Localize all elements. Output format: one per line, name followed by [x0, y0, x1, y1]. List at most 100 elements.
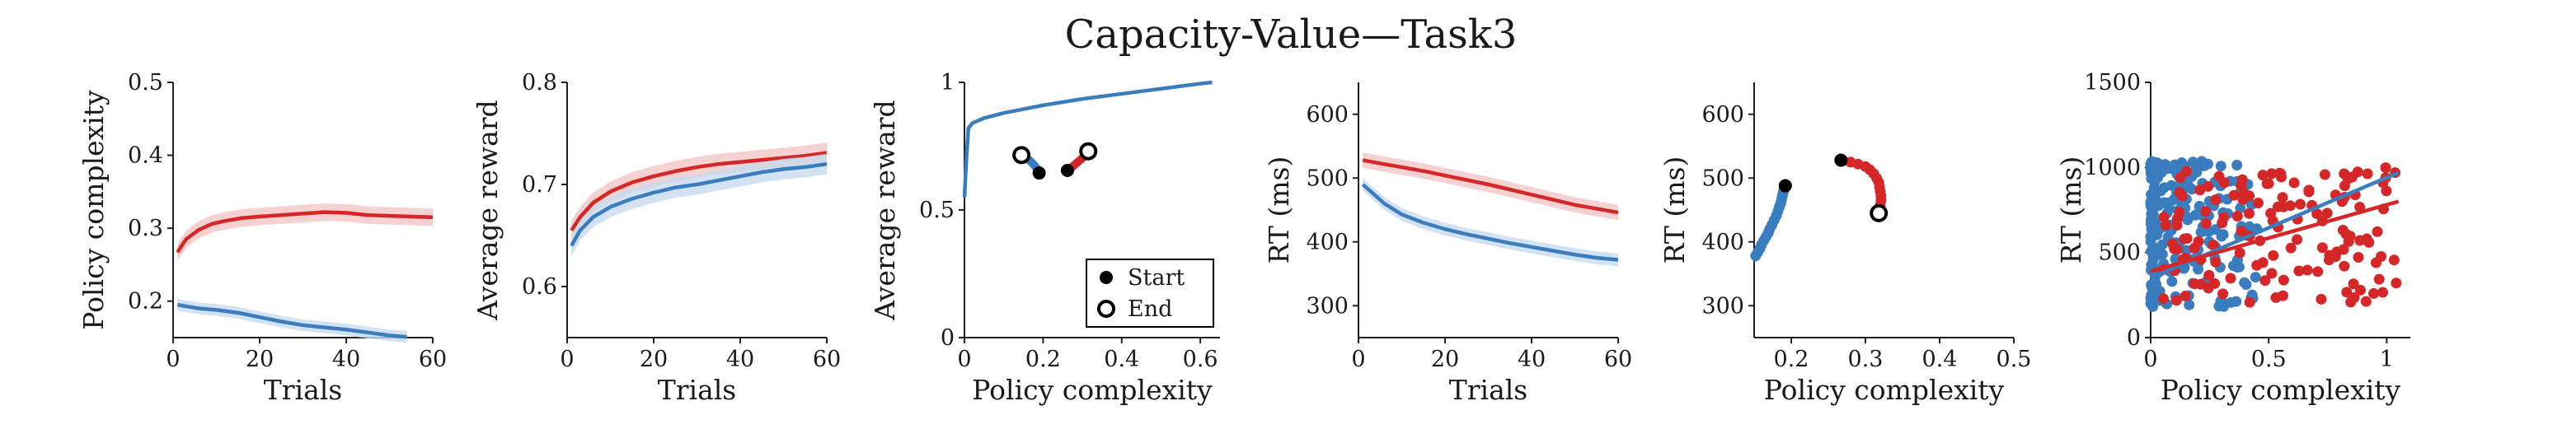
y-tick-label: 500 — [1701, 166, 1744, 191]
blue-scatter-point — [2147, 298, 2159, 310]
red-scatter-point — [2169, 243, 2180, 254]
blue-scatter-point — [2145, 231, 2156, 242]
x-tick-label: 0 — [560, 347, 574, 372]
blue-scatter-point — [2250, 272, 2261, 283]
y-tick-label: 400 — [1701, 230, 1744, 255]
x-tick-label: 0 — [2143, 347, 2157, 372]
red-scatter-point — [2316, 242, 2328, 254]
blue-scatter-point — [2146, 208, 2157, 220]
x-tick-label: 20 — [1431, 347, 1459, 372]
red-scatter-point — [2278, 274, 2289, 286]
red-scatter-point — [2231, 211, 2243, 222]
blue-scatter-point — [2146, 289, 2157, 301]
y-axis-label: RT (ms) — [1659, 156, 1691, 264]
x-tick-label: 60 — [813, 347, 841, 372]
blue-series-line — [176, 302, 407, 339]
y-tick-label: 0.7 — [522, 172, 557, 198]
x-tick-label: 0.4 — [1104, 347, 1139, 372]
y-tick-label: 0.5 — [128, 70, 163, 96]
y-axis-label: RT (ms) — [1263, 156, 1295, 264]
end-marker — [1079, 142, 1098, 161]
red-series-line — [1362, 158, 1619, 215]
blue-scatter-point — [2198, 160, 2210, 171]
blue-scatter-point — [2164, 203, 2175, 214]
x-tick-label: 40 — [1518, 347, 1546, 372]
x-axis-label: Trials — [1449, 374, 1528, 406]
blue-scatter-point — [2147, 254, 2159, 265]
blue-scatter-point — [2233, 261, 2245, 273]
blue-scatter-point — [2216, 231, 2227, 242]
x-tick-label: 20 — [640, 347, 668, 372]
red-scatter-point — [2368, 287, 2380, 299]
y-tick-label: 400 — [1306, 230, 1349, 255]
red-scatter-point — [2275, 168, 2287, 180]
red-scatter-point — [2339, 260, 2350, 272]
red-scatter-point — [2295, 198, 2306, 210]
legend-end-marker — [1097, 300, 1115, 318]
y-tick-label: 0 — [2127, 325, 2141, 351]
red-scatter-point — [2348, 278, 2359, 290]
red-scatter-point — [2376, 251, 2387, 263]
blue-scatter-point — [2158, 182, 2170, 194]
blue-scatter-point — [2184, 299, 2195, 310]
blue-scatter-point — [2231, 159, 2243, 170]
red-scatter-point — [2174, 187, 2185, 198]
red-scatter-point — [2236, 174, 2248, 185]
red-scatter-point — [2234, 247, 2245, 259]
legend-end-label: End — [1128, 296, 1172, 322]
red-scatter-point — [2195, 278, 2207, 290]
red-scatter-point — [2266, 168, 2278, 180]
red-scatter-point — [2285, 242, 2297, 254]
y-tick-label: 300 — [1701, 293, 1744, 319]
legend: Start End — [1086, 259, 1214, 328]
red-scatter-point — [2316, 293, 2327, 305]
blue-scatter-point — [2145, 197, 2156, 208]
legend-start-label: Start — [1128, 265, 1185, 291]
red-scatter-point — [2179, 233, 2190, 245]
blue-scatter-point — [2235, 203, 2246, 214]
red-scatter-point — [2225, 273, 2236, 284]
blue-scatter-point — [2169, 159, 2180, 170]
start-marker — [1032, 166, 1046, 180]
y-tick-label: 1500 — [2084, 70, 2141, 96]
red-scatter-point — [2311, 208, 2323, 220]
red-scatter-point — [2321, 208, 2333, 219]
chart-panel-1: 0 20 40 60 0.2 0.3 0.4 0.5 Trials Policy complexi… — [77, 70, 447, 406]
red-scatter-point — [2257, 170, 2269, 181]
red-scatter-point — [2352, 166, 2363, 178]
figure-title: Capacity-Value—Task3 — [1065, 12, 1518, 58]
red-scatter-point — [2292, 234, 2303, 245]
blue-scatter-point — [2145, 158, 2156, 170]
y-tick-label: 500 — [1306, 166, 1349, 191]
red-scatter-point — [2319, 169, 2330, 180]
y-tick-label: 0.5 — [919, 198, 955, 223]
red-scatter-point — [2180, 291, 2191, 302]
chart-panel-6: 0 0.5 1 0 500 1000 1500 Policy complexity RT (ms… — [2055, 70, 2410, 406]
x-tick-label: 0 — [957, 347, 971, 372]
y-tick-label: 1 — [941, 70, 955, 96]
y-tick-label: 1000 — [2084, 155, 2141, 180]
red-scatter-point — [2312, 266, 2324, 277]
red-series-line — [570, 151, 828, 232]
blue-series-line — [570, 161, 828, 247]
red-scatter-point — [2353, 251, 2364, 263]
blue-scatter-point — [2239, 277, 2250, 288]
blue-scatter-point — [2201, 226, 2212, 237]
y-tick-label: 0.6 — [522, 274, 557, 300]
red-scatter-point — [2208, 240, 2219, 251]
y-tick-label: 600 — [1701, 102, 1744, 128]
x-tick-label: 60 — [419, 347, 447, 372]
red-scatter-point — [2288, 177, 2300, 189]
red-scatter-point — [2228, 189, 2240, 201]
y-tick-label: 500 — [2098, 240, 2141, 266]
y-axis-label: Policy complexity — [77, 90, 110, 330]
red-scatter-point — [2200, 217, 2212, 229]
blue-scatter-point — [2187, 156, 2198, 168]
red-scatter-point — [2158, 293, 2170, 305]
end-marker — [1870, 203, 1889, 222]
red-scatter-point — [2213, 170, 2225, 182]
red-regression-line — [2150, 199, 2400, 273]
red-scatter-point — [2203, 269, 2215, 281]
red-scatter-point — [2324, 249, 2335, 261]
